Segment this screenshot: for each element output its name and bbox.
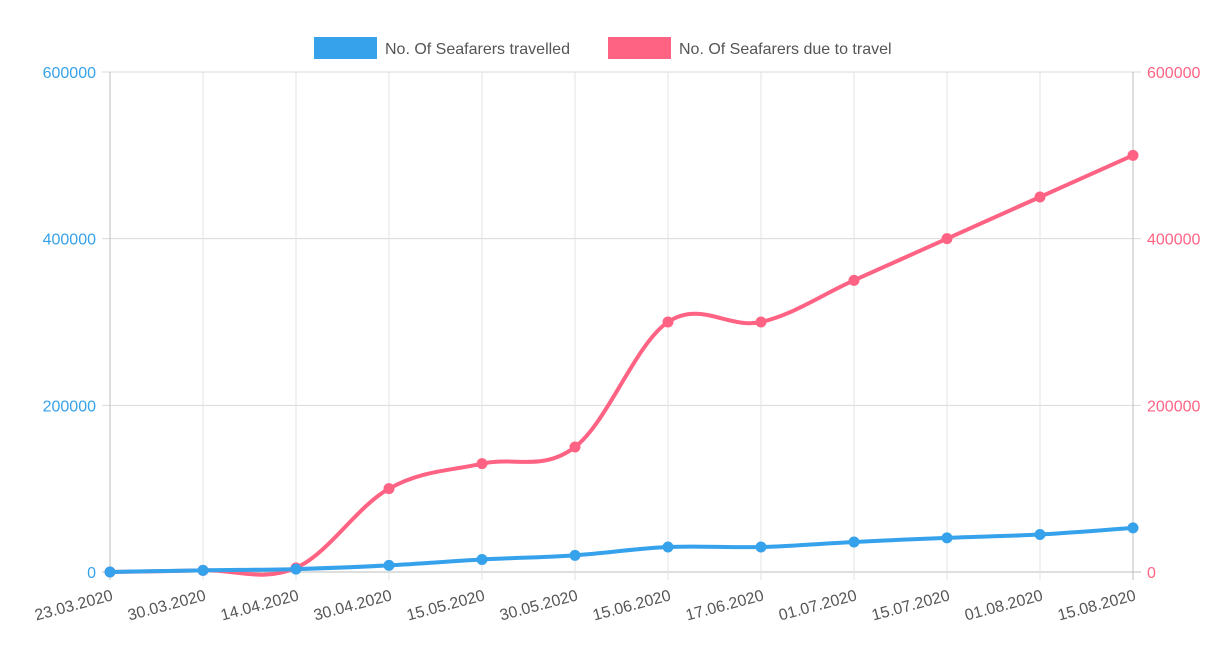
y-left-tick-label: 200000 [43, 398, 96, 415]
x-tick-label: 01.08.2020 [963, 587, 1045, 624]
data-point [662, 541, 674, 553]
x-tick-label: 15.05.2020 [405, 587, 487, 624]
data-point [848, 274, 860, 286]
data-point [476, 554, 488, 565]
y-right-tick-label: 200000 [1147, 398, 1200, 415]
x-tick-label: 17.06.2020 [684, 587, 766, 624]
x-tick-label: 30.05.2020 [498, 587, 580, 624]
legend-item: No. Of Seafarers due to travel [608, 37, 892, 59]
data-point [1127, 522, 1139, 534]
series-lines [104, 149, 1139, 578]
series-0 [104, 522, 1139, 578]
legend-swatch [314, 37, 377, 59]
x-tick-label: 15.07.2020 [870, 587, 952, 624]
data-point [755, 541, 767, 553]
x-tick-label: 30.04.2020 [312, 587, 394, 624]
y-left-tick-label: 600000 [43, 65, 96, 82]
series-line [108, 525, 1135, 574]
data-point [290, 563, 302, 575]
legend-label: No. Of Seafarers travelled [385, 41, 570, 58]
data-point [383, 559, 395, 571]
data-point [569, 441, 581, 453]
data-point [1127, 149, 1139, 161]
legend-swatch [608, 37, 671, 59]
series-line [108, 153, 1135, 577]
x-tick-label: 01.07.2020 [777, 587, 859, 624]
data-point [755, 316, 767, 328]
legend-label: No. Of Seafarers due to travel [679, 41, 892, 58]
x-tick-label: 14.04.2020 [219, 587, 301, 624]
grid-lines [102, 71, 1141, 580]
data-point [383, 483, 395, 495]
legend-item: No. Of Seafarers travelled [314, 37, 570, 59]
legend: No. Of Seafarers travelled No. Of Seafare… [314, 37, 892, 59]
data-point [197, 564, 209, 576]
data-point [941, 233, 953, 245]
y-right-tick-label: 0 [1147, 565, 1156, 582]
y-left-tick-label: 0 [87, 565, 96, 582]
data-point [662, 316, 674, 328]
data-point [1034, 529, 1046, 540]
x-tick-label: 23.03.2020 [33, 587, 115, 624]
x-tick-label: 30.03.2020 [126, 587, 208, 624]
data-point [569, 549, 581, 561]
data-point [104, 566, 116, 578]
data-point [848, 536, 860, 548]
x-tick-label: 15.06.2020 [591, 587, 673, 624]
data-point [476, 458, 488, 470]
y-right-tick-label: 400000 [1147, 232, 1200, 249]
y-left-tick-label: 400000 [43, 232, 96, 249]
y-right-tick-label: 600000 [1147, 65, 1200, 82]
data-point [1034, 191, 1046, 203]
series-1 [104, 149, 1139, 578]
data-point [941, 532, 953, 544]
axes: 0 200000 400000 600000 0 200000 400000 600000 23… [33, 65, 1200, 624]
x-tick-label: 15.08.2020 [1056, 587, 1138, 624]
